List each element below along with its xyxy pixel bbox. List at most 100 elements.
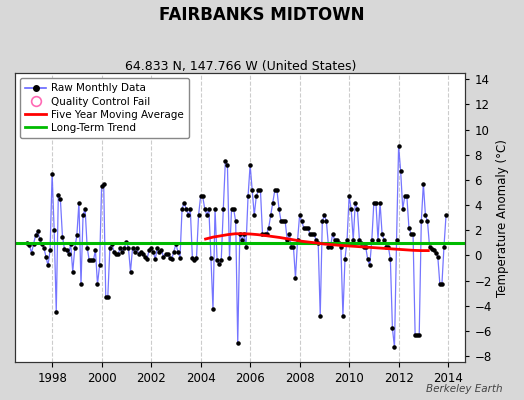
Point: [376, 199, 384, 206]
Point: [399, 206, 407, 212]
Point: [402, 193, 411, 200]
Point: [347, 206, 355, 212]
Point: [27, 250, 36, 256]
Text: FAIRBANKS MIDTOWN: FAIRBANKS MIDTOWN: [159, 6, 365, 24]
Point: [203, 212, 211, 218]
Point: [184, 212, 192, 218]
Point: [194, 212, 203, 218]
Point: [29, 241, 38, 247]
Point: [232, 218, 240, 225]
Point: [174, 248, 182, 255]
Point: [341, 256, 349, 262]
Point: [353, 206, 362, 212]
Point: [289, 243, 298, 250]
Point: [149, 248, 157, 255]
Point: [310, 231, 318, 237]
Point: [114, 251, 122, 257]
Point: [52, 309, 60, 315]
Point: [79, 212, 88, 218]
Point: [93, 281, 102, 288]
Point: [209, 306, 217, 313]
Point: [372, 199, 380, 206]
Point: [223, 162, 232, 168]
Point: [172, 241, 180, 247]
Point: [192, 255, 201, 261]
Point: [329, 231, 337, 237]
Point: [145, 247, 153, 254]
Point: [104, 294, 112, 300]
Point: [314, 240, 322, 246]
Point: [411, 332, 419, 338]
Point: [73, 232, 81, 238]
Point: [368, 237, 376, 244]
Point: [75, 199, 83, 206]
Point: [128, 245, 137, 251]
Point: [168, 256, 176, 262]
Point: [44, 262, 52, 269]
Point: [95, 262, 104, 269]
Point: [67, 241, 75, 247]
Point: [397, 168, 405, 174]
Point: [106, 245, 114, 251]
Y-axis label: Temperature Anomaly (°C): Temperature Anomaly (°C): [496, 139, 509, 296]
Point: [110, 248, 118, 255]
Point: [238, 237, 246, 244]
Point: [155, 248, 163, 255]
Point: [359, 243, 368, 250]
Point: [409, 231, 417, 237]
Point: [331, 237, 339, 244]
Point: [407, 231, 415, 237]
Point: [159, 254, 168, 260]
Point: [419, 180, 428, 187]
Point: [182, 206, 190, 212]
Point: [221, 158, 230, 164]
Point: [366, 262, 374, 269]
Point: [304, 224, 312, 231]
Point: [279, 218, 287, 225]
Point: [308, 231, 316, 237]
Point: [425, 243, 434, 250]
Point: [147, 245, 155, 251]
Point: [89, 257, 97, 264]
Point: [374, 237, 382, 244]
Point: [116, 245, 124, 251]
Point: [64, 251, 73, 257]
Point: [324, 243, 333, 250]
Point: [357, 240, 366, 246]
Point: [421, 212, 430, 218]
Point: [141, 254, 149, 260]
Point: [120, 245, 128, 251]
Point: [423, 218, 432, 225]
Point: [300, 224, 308, 231]
Point: [81, 206, 89, 212]
Point: [349, 237, 357, 244]
Point: [291, 275, 300, 281]
Point: [318, 218, 326, 225]
Text: Berkeley Earth: Berkeley Earth: [427, 384, 503, 394]
Title: 64.833 N, 147.766 W (United States): 64.833 N, 147.766 W (United States): [125, 60, 356, 73]
Point: [207, 255, 215, 261]
Point: [36, 236, 44, 242]
Point: [83, 245, 91, 251]
Point: [190, 257, 199, 264]
Point: [269, 199, 277, 206]
Point: [97, 183, 106, 189]
Point: [176, 255, 184, 261]
Point: [186, 206, 194, 212]
Point: [178, 206, 186, 212]
Point: [435, 281, 444, 288]
Point: [58, 233, 67, 240]
Point: [417, 218, 425, 225]
Point: [234, 340, 242, 347]
Point: [188, 255, 196, 261]
Point: [440, 243, 448, 250]
Point: [225, 255, 234, 261]
Point: [137, 248, 145, 255]
Point: [335, 240, 343, 246]
Point: [42, 254, 50, 260]
Point: [170, 248, 178, 255]
Point: [438, 281, 446, 288]
Point: [296, 212, 304, 218]
Point: [242, 243, 250, 250]
Point: [69, 268, 77, 275]
